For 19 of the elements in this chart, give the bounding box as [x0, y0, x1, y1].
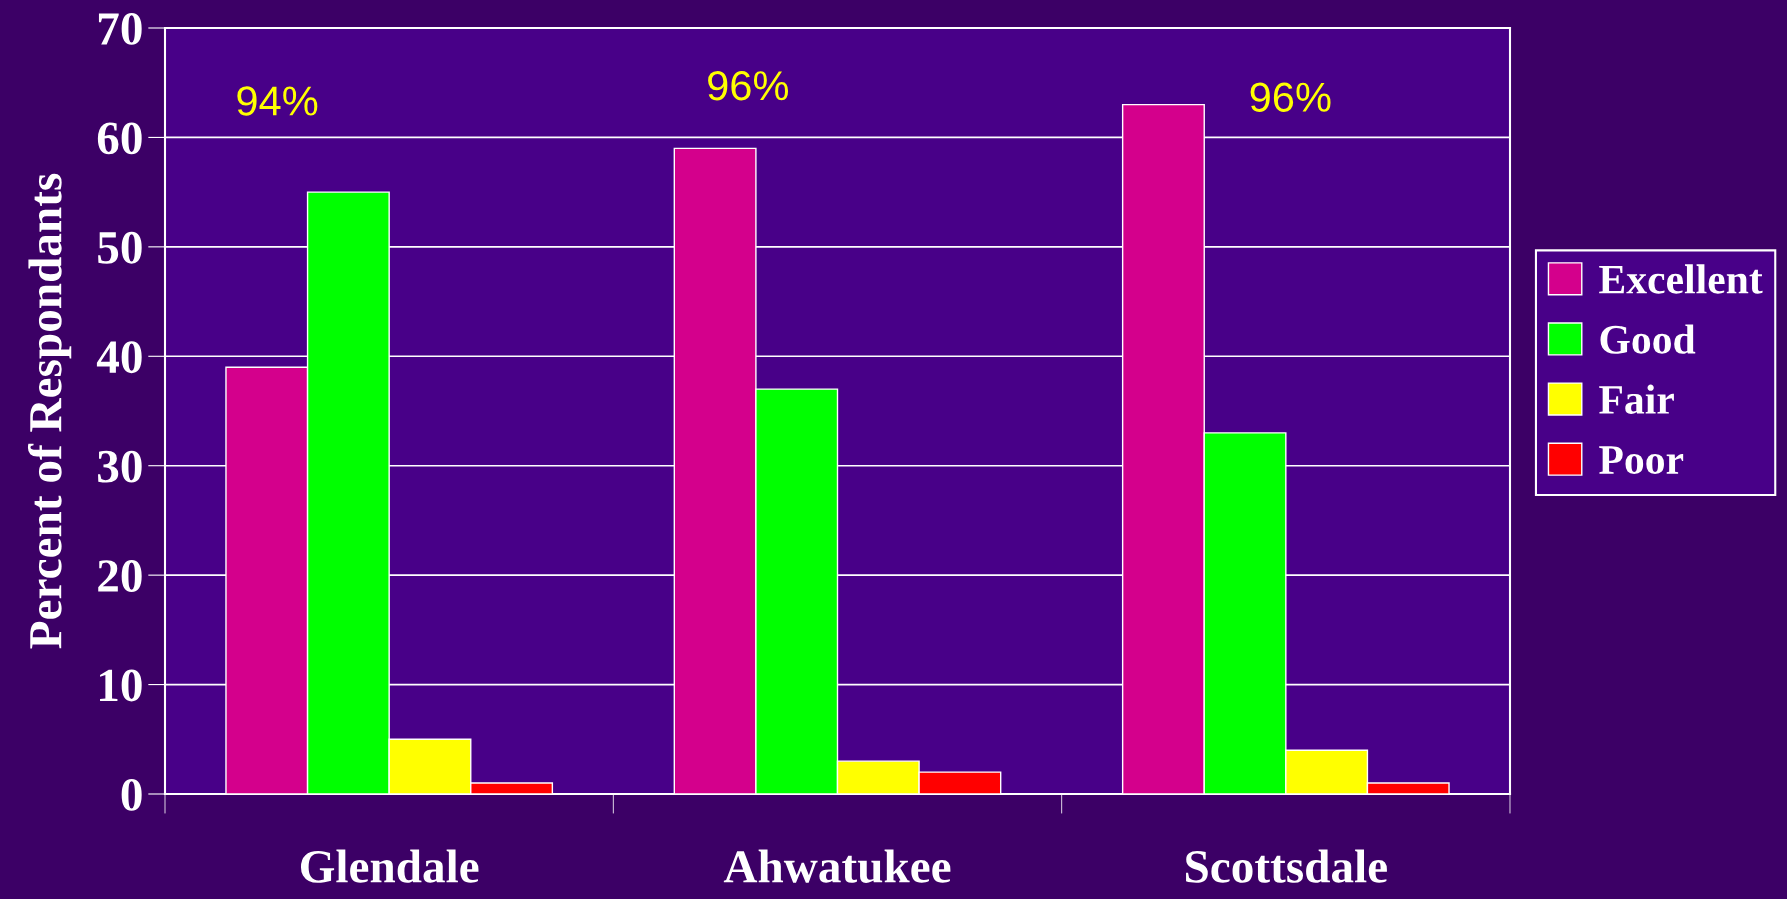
y-tick-label: 60 [97, 122, 142, 155]
y-tick-label: 10 [100, 669, 142, 702]
legend-label: Excellent [1599, 264, 1763, 294]
y-tick-label: 0 [121, 778, 142, 811]
annotation: 96% [1250, 82, 1331, 112]
y-tick-label: 70 [98, 12, 142, 45]
legend-label: Good [1600, 324, 1696, 354]
annotation: 96% [708, 70, 789, 101]
y-tick-label: 40 [96, 341, 142, 374]
legend-label: Poor [1599, 446, 1684, 475]
legend-label: Fair [1599, 384, 1674, 414]
annotation: 94% [237, 86, 318, 116]
y-tick-label: 20 [98, 560, 142, 592]
x-tick-label: Scottsdale [1186, 849, 1387, 883]
y-tick-label: 50 [98, 231, 142, 264]
y-tick-label: 30 [98, 450, 142, 483]
x-tick-label: Glendale [300, 849, 479, 883]
x-tick-label: Ahwatukee [723, 849, 951, 883]
y-axis-title: Percent of Respondants [27, 173, 72, 649]
